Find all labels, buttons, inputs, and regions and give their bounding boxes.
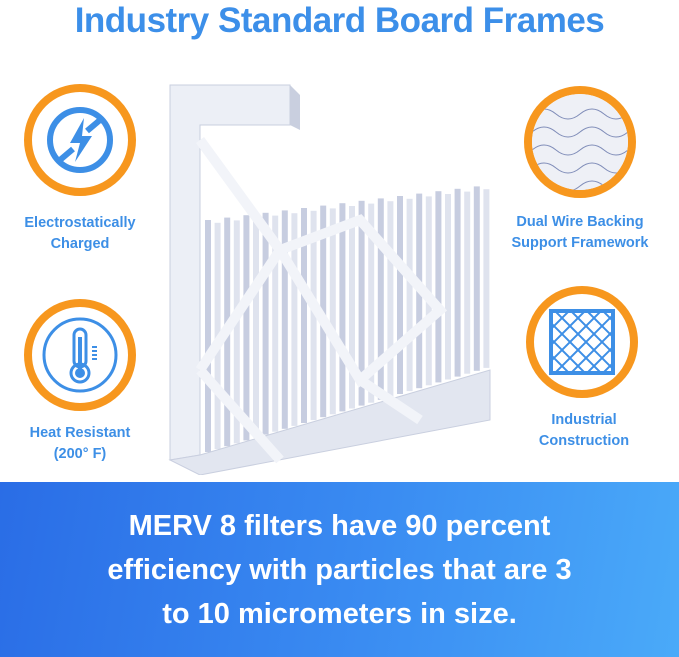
pleat (281, 210, 288, 429)
pleat (358, 200, 365, 406)
pleat (253, 218, 259, 438)
pleat (377, 198, 384, 400)
electrostatic-badge (24, 84, 136, 196)
filter-pleats (205, 186, 490, 452)
pleat (368, 203, 375, 403)
info-banner: MERV 8 filters have 90 percent efficienc… (0, 482, 679, 657)
banner-line: efficiency with particles that are 3 (107, 553, 572, 586)
no-static-electricity-icon (47, 107, 113, 173)
label-line: Electrostatically (24, 215, 136, 231)
pleat (473, 186, 480, 371)
pleat (310, 210, 317, 421)
lattice-frame-icon (549, 309, 615, 375)
pleat (272, 215, 279, 432)
pleat (349, 206, 355, 409)
label-line: Charged (50, 236, 110, 252)
feature-label-industrial: Industrial Construction (504, 410, 664, 452)
pleat (464, 191, 471, 374)
feature-label-wire: Dual Wire Backing Support Framework (500, 212, 660, 254)
pleat (301, 208, 307, 423)
label-line: Dual Wire Backing (516, 214, 644, 230)
pleat (435, 191, 442, 383)
pleat (339, 203, 346, 412)
label-line: Construction (538, 433, 630, 449)
air-filter-image (168, 84, 491, 475)
pleat (454, 188, 461, 377)
feature-label-electrostatic: Electrostatically Charged (0, 213, 160, 255)
thermometer-icon (42, 317, 118, 393)
page-title: Industry Standard Board Frames (74, 1, 605, 40)
pleat (329, 208, 336, 415)
banner-line: MERV 8 filters have 90 percent (128, 509, 551, 542)
pleat (291, 213, 298, 426)
banner-line: to 10 micrometers in size. (162, 597, 517, 630)
pleat (445, 194, 451, 380)
pleat (233, 220, 240, 444)
wire-mesh-photo (532, 94, 628, 190)
feature-label-heat: Heat Resistant (200° F) (0, 423, 160, 465)
industrial-badge (526, 286, 638, 398)
pleat (397, 196, 403, 394)
label-line: Industrial (551, 412, 617, 428)
pleat (262, 212, 269, 435)
wire-backing-badge (524, 86, 636, 198)
label-line: (200° F) (53, 446, 107, 462)
pleat (387, 201, 394, 397)
heat-resistant-badge (24, 299, 136, 411)
label-line: Support Framework (511, 235, 649, 251)
pleat (205, 220, 211, 452)
pleat (243, 215, 250, 441)
pleat (406, 198, 413, 392)
label-line: Heat Resistant (29, 425, 131, 441)
pleat (483, 189, 490, 368)
